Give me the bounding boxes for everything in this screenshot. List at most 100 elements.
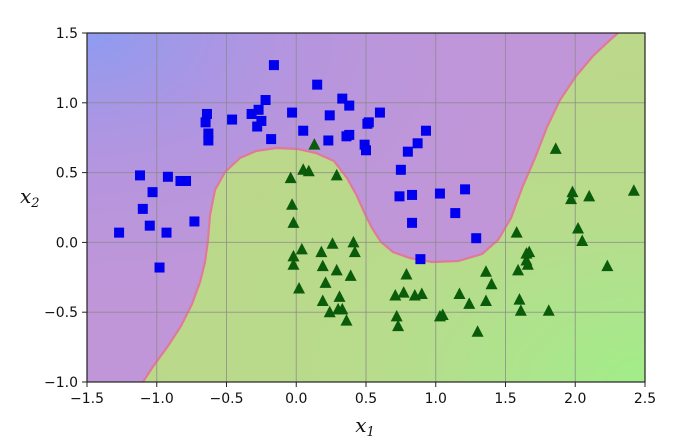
- x-axis: −1.5 −1.0 −0.5 0.0 0.5 1.0 1.5 2.0 2.5: [70, 382, 656, 407]
- class-0-square-point: [253, 104, 264, 115]
- x-tick-label: 0.5: [355, 391, 377, 407]
- class-1-triangle-point: [601, 259, 614, 272]
- class-0-square-point: [374, 107, 385, 118]
- class-0-square-point: [135, 170, 146, 181]
- class-0-square-point: [298, 125, 309, 136]
- class-1-triangle-point: [512, 263, 525, 276]
- class-1-triangle-point: [330, 263, 343, 276]
- class-1-triangle-point: [514, 304, 527, 316]
- class-0-square-point: [189, 216, 200, 227]
- class-1-triangle-point: [392, 319, 405, 332]
- class-0-square-point: [402, 146, 413, 157]
- class-0-square-point: [268, 60, 279, 71]
- class-1-triangle-point: [347, 235, 360, 248]
- class-1-triangle-point: [286, 198, 299, 210]
- class-1-triangle-point: [436, 308, 449, 320]
- class-1-triangle-point: [287, 258, 300, 270]
- grid-lines: [87, 33, 645, 382]
- class-0-square-point: [323, 135, 334, 146]
- class-1-triangle-point: [415, 287, 428, 300]
- y-tick-label: 1.5: [56, 26, 78, 42]
- class-0-square-point: [287, 107, 298, 118]
- class-0-square-point: [203, 128, 214, 139]
- class-1-triangle-point: [510, 226, 523, 238]
- data-points: [114, 60, 640, 337]
- x-tick-label: −0.5: [210, 391, 244, 407]
- class-1-triangle-point: [523, 245, 536, 258]
- class-0-square-point: [246, 108, 257, 119]
- class-1-triangle-point: [330, 168, 343, 181]
- class-0-square-point: [201, 108, 212, 119]
- class-1-triangle-point: [453, 287, 466, 300]
- y-tick-label: 0.0: [56, 235, 78, 251]
- class-1-triangle-point: [542, 304, 555, 316]
- class-1-triangle-point: [295, 242, 308, 255]
- class-0-square-point: [407, 189, 418, 200]
- class-1-triangle-point: [397, 286, 410, 298]
- class-1-triangle-point: [390, 309, 403, 322]
- class-0-square-point: [144, 220, 155, 231]
- class-1-triangle-point: [463, 297, 476, 309]
- class-1-triangle-point: [333, 290, 346, 302]
- class-1-triangle-point: [521, 258, 534, 270]
- class-0-square-point: [361, 145, 371, 156]
- class-1-triangle-point: [340, 314, 353, 326]
- y-tick-label: 1.0: [56, 96, 78, 112]
- class-1-triangle-point: [316, 259, 329, 272]
- class-0-square-point: [450, 208, 461, 219]
- x-tick-label: 0.0: [285, 391, 307, 407]
- y-tick-label: 0.5: [56, 166, 78, 182]
- class-0-square-point: [154, 262, 165, 273]
- class-1-triangle-point: [513, 293, 526, 305]
- class-1-triangle-point: [326, 237, 339, 249]
- x-tick-label: 1.0: [425, 391, 447, 407]
- class-0-square-point: [434, 188, 445, 199]
- class-0-square-point: [203, 135, 214, 146]
- y-axis: −1.0 −0.5 0.0 0.5 1.0 1.5: [44, 26, 87, 391]
- plot-area: [87, 33, 645, 382]
- x-tick-label: −1.0: [140, 391, 174, 407]
- class-0-square-point: [395, 164, 406, 175]
- x-tick-label: 2.0: [564, 391, 586, 407]
- class-1-triangle-point: [293, 281, 306, 294]
- class-0-square-point: [344, 100, 355, 111]
- class-1-triangle-point: [572, 221, 585, 234]
- class-0-square-point: [175, 175, 186, 186]
- y-axis-label: x2: [20, 184, 40, 211]
- class-0-square-point: [407, 217, 418, 228]
- class-1-triangle-point: [576, 234, 589, 247]
- class-0-square-point: [312, 79, 323, 90]
- class-1-triangle-point: [336, 302, 349, 315]
- class-1-triangle-point: [583, 189, 596, 202]
- class-1-triangle-point: [348, 245, 361, 258]
- class-0-square-point: [227, 114, 238, 125]
- x-tick-label: 1.5: [494, 391, 516, 407]
- class-0-square-point: [420, 125, 431, 136]
- class-0-square-point: [412, 138, 423, 149]
- class-0-square-point: [252, 121, 263, 132]
- class-1-triangle-point: [566, 185, 579, 198]
- class-1-triangle-point: [479, 265, 492, 277]
- class-0-square-point: [137, 203, 148, 214]
- class-1-triangle-point: [319, 276, 332, 288]
- class-1-triangle-point: [627, 184, 640, 196]
- y-tick-label: −0.5: [44, 305, 78, 321]
- y-tick-label: −1.0: [44, 375, 78, 391]
- class-1-triangle-point: [471, 325, 484, 337]
- class-0-square-point: [181, 175, 192, 186]
- class-1-triangle-point: [316, 294, 329, 307]
- class-1-triangle-point: [485, 277, 498, 290]
- class-1-triangle-point: [479, 294, 492, 307]
- class-0-square-point: [344, 129, 355, 140]
- class-1-triangle-point: [308, 138, 321, 150]
- class-0-square-point: [260, 95, 271, 106]
- class-1-triangle-point: [549, 142, 562, 154]
- x-tick-label: 2.5: [634, 391, 656, 407]
- class-1-triangle-point: [302, 164, 315, 177]
- class-0-square-point: [337, 93, 348, 104]
- class-0-square-point: [200, 117, 211, 128]
- class-0-square-point: [394, 191, 405, 202]
- class-0-square-point: [266, 134, 277, 145]
- class-0-square-point: [460, 184, 471, 195]
